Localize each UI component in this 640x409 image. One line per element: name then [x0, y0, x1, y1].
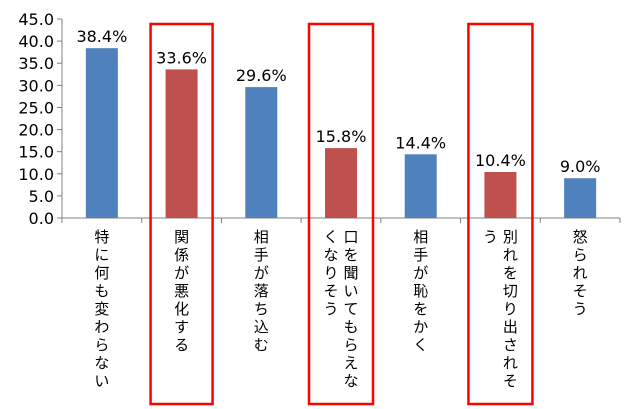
y-tick-label: 35.0 — [18, 54, 54, 73]
svg-text:く: く — [323, 228, 338, 246]
svg-text:ら: ら — [573, 246, 588, 264]
svg-text:が: が — [254, 264, 269, 282]
y-tick-label: 45.0 — [18, 10, 54, 29]
svg-text:す: す — [174, 318, 189, 336]
svg-text:関: 関 — [174, 228, 189, 246]
svg-text:手: 手 — [254, 246, 269, 264]
svg-text:相: 相 — [413, 228, 428, 246]
svg-text:そ: そ — [573, 282, 588, 300]
svg-text:込: 込 — [254, 318, 269, 336]
svg-text:わ: わ — [94, 318, 109, 336]
y-tick-label: 10.0 — [18, 165, 54, 184]
svg-text:れ: れ — [573, 264, 588, 282]
bars — [85, 48, 597, 218]
svg-text:な: な — [343, 372, 358, 390]
y-tick-label: 15.0 — [18, 143, 54, 162]
bar — [85, 48, 118, 218]
svg-text:怒: 怒 — [573, 228, 588, 246]
svg-text:切: 切 — [503, 282, 518, 300]
y-tick-label: 30.0 — [18, 76, 54, 95]
svg-text:が: が — [174, 264, 189, 282]
bar — [484, 172, 517, 218]
svg-text:て: て — [343, 300, 358, 318]
svg-text:出: 出 — [503, 318, 518, 336]
svg-text:何: 何 — [94, 264, 109, 282]
category-labels: 特に何も変わらない関係が悪化する相手が落ち込む口を聞いてもらえなくなりそう相手が… — [94, 228, 587, 390]
svg-text:え: え — [343, 354, 358, 372]
svg-text:か: か — [413, 318, 428, 336]
svg-text:別: 別 — [503, 228, 518, 246]
svg-text:る: る — [174, 336, 189, 354]
y-tick-label: 25.0 — [18, 98, 54, 117]
svg-text:特: 特 — [94, 228, 109, 246]
y-axis-ticks: 0.0 5.0 10.0 15.0 20.0 25.0 30.0 35.0 40.0 45.0 — [18, 10, 62, 228]
data-label: 15.8% — [316, 127, 367, 146]
svg-text:な: な — [94, 354, 109, 372]
bar — [325, 148, 357, 218]
y-tick-label: 40.0 — [18, 32, 54, 51]
svg-text:も: も — [343, 318, 358, 336]
bar — [165, 69, 198, 218]
data-label: 29.6% — [236, 66, 287, 85]
highlight-boxes — [149, 22, 534, 406]
svg-text:う: う — [573, 300, 588, 318]
data-label: 38.4% — [76, 27, 127, 46]
svg-text:む: む — [254, 336, 269, 354]
svg-text:い: い — [343, 282, 358, 300]
svg-text:ら: ら — [343, 336, 358, 354]
svg-text:ら: ら — [94, 336, 109, 354]
svg-text:な: な — [323, 246, 338, 264]
y-tick-label: 20.0 — [18, 121, 54, 140]
svg-text:変: 変 — [94, 300, 109, 318]
svg-text:さ: さ — [503, 336, 518, 354]
svg-text:落: 落 — [254, 282, 269, 300]
svg-text:れ: れ — [503, 246, 518, 264]
svg-text:を: を — [503, 264, 518, 282]
bar — [404, 154, 437, 218]
svg-text:う: う — [323, 300, 338, 318]
svg-text:化: 化 — [174, 300, 189, 318]
data-label: 10.4% — [475, 151, 526, 170]
y-tick-label: 5.0 — [29, 187, 54, 206]
svg-text:も: も — [94, 282, 109, 300]
svg-text:を: を — [413, 300, 428, 318]
svg-text:そ: そ — [323, 282, 338, 300]
svg-text:恥: 恥 — [413, 282, 428, 300]
bar — [245, 87, 278, 218]
svg-text:り: り — [503, 300, 518, 318]
svg-text:ち: ち — [254, 300, 269, 318]
svg-text:口: 口 — [343, 228, 358, 246]
svg-text:に: に — [94, 246, 109, 264]
svg-text:う: う — [483, 228, 498, 246]
svg-text:相: 相 — [254, 228, 269, 246]
svg-text:手: 手 — [413, 246, 428, 264]
svg-text:り: り — [323, 264, 338, 282]
data-label: 9.0% — [560, 157, 601, 176]
data-labels: 38.4% 33.6% 29.6% 15.8% 14.4% 10.4% 9.0% — [76, 27, 600, 176]
bar — [564, 178, 597, 218]
svg-text:い: い — [94, 372, 109, 390]
y-tick-label: 0.0 — [29, 209, 54, 228]
data-label: 14.4% — [395, 133, 446, 152]
svg-text:係: 係 — [174, 246, 189, 264]
highlight-box — [149, 22, 214, 406]
svg-text:聞: 聞 — [343, 264, 358, 282]
svg-text:を: を — [343, 246, 358, 264]
svg-text:そ: そ — [503, 372, 518, 390]
data-label: 33.6% — [156, 48, 207, 67]
svg-text:悪: 悪 — [174, 282, 189, 300]
highlight-box — [307, 22, 375, 406]
svg-text:れ: れ — [503, 354, 518, 372]
highlight-box — [467, 22, 534, 406]
svg-text:く: く — [413, 336, 428, 354]
svg-text:が: が — [413, 264, 428, 282]
